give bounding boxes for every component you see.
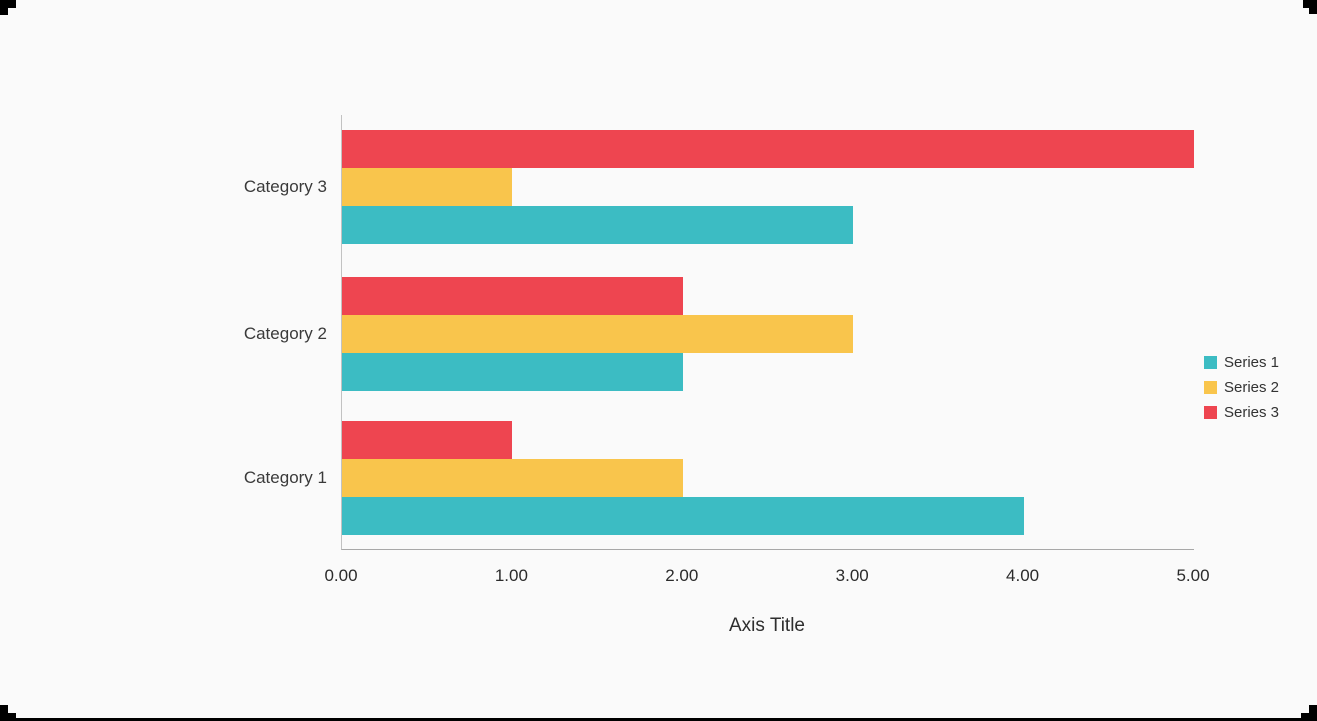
category-label: Category 3 <box>243 177 327 196</box>
legend-swatch-icon <box>1204 405 1217 419</box>
corner-mark-top-right <box>1309 8 1317 14</box>
x-tick-label: 0.00 <box>324 566 358 585</box>
x-tick-label: 5.00 <box>1176 566 1210 585</box>
bar-category-3-series-1 <box>342 206 854 244</box>
corner-mark-top-right <box>1303 0 1317 8</box>
x-tick-label: 4.00 <box>1006 566 1040 585</box>
corner-mark-top-left <box>0 8 8 15</box>
x-tick-label: 1.00 <box>494 566 528 585</box>
bar-category-1-series-1 <box>342 497 1024 535</box>
bar-category-1-series-3 <box>342 421 513 459</box>
legend-item-series-1: Series 1 <box>1204 352 1279 372</box>
bar-category-2-series-3 <box>342 277 683 315</box>
legend-item-series-3: Series 3 <box>1204 402 1279 422</box>
legend: Series 1 Series 2 Series 3 <box>1204 352 1279 422</box>
legend-swatch-icon <box>1204 355 1217 369</box>
category-label: Category 1 <box>243 468 327 487</box>
x-tick-label: 3.00 <box>835 566 869 585</box>
corner-mark-bottom-right <box>1301 713 1317 721</box>
x-tick-label: 2.00 <box>665 566 699 585</box>
bottom-border <box>0 718 1317 721</box>
legend-swatch-icon <box>1204 380 1217 394</box>
legend-label: Series 3 <box>1224 403 1280 421</box>
bar-category-3-series-2 <box>342 168 513 206</box>
bar-category-3-series-3 <box>342 130 1194 168</box>
legend-item-series-2: Series 2 <box>1204 377 1279 397</box>
corner-mark-top-left <box>0 0 16 8</box>
bar-category-1-series-2 <box>342 459 683 497</box>
bar-category-2-series-1 <box>342 353 683 391</box>
x-axis-title: Axis Title <box>728 615 806 636</box>
corner-mark-bottom-left <box>0 713 16 721</box>
bar-category-2-series-2 <box>342 315 854 353</box>
legend-label: Series 1 <box>1224 353 1280 371</box>
plot-area <box>341 115 1194 550</box>
legend-label: Series 2 <box>1224 378 1280 396</box>
category-label: Category 2 <box>243 324 327 343</box>
